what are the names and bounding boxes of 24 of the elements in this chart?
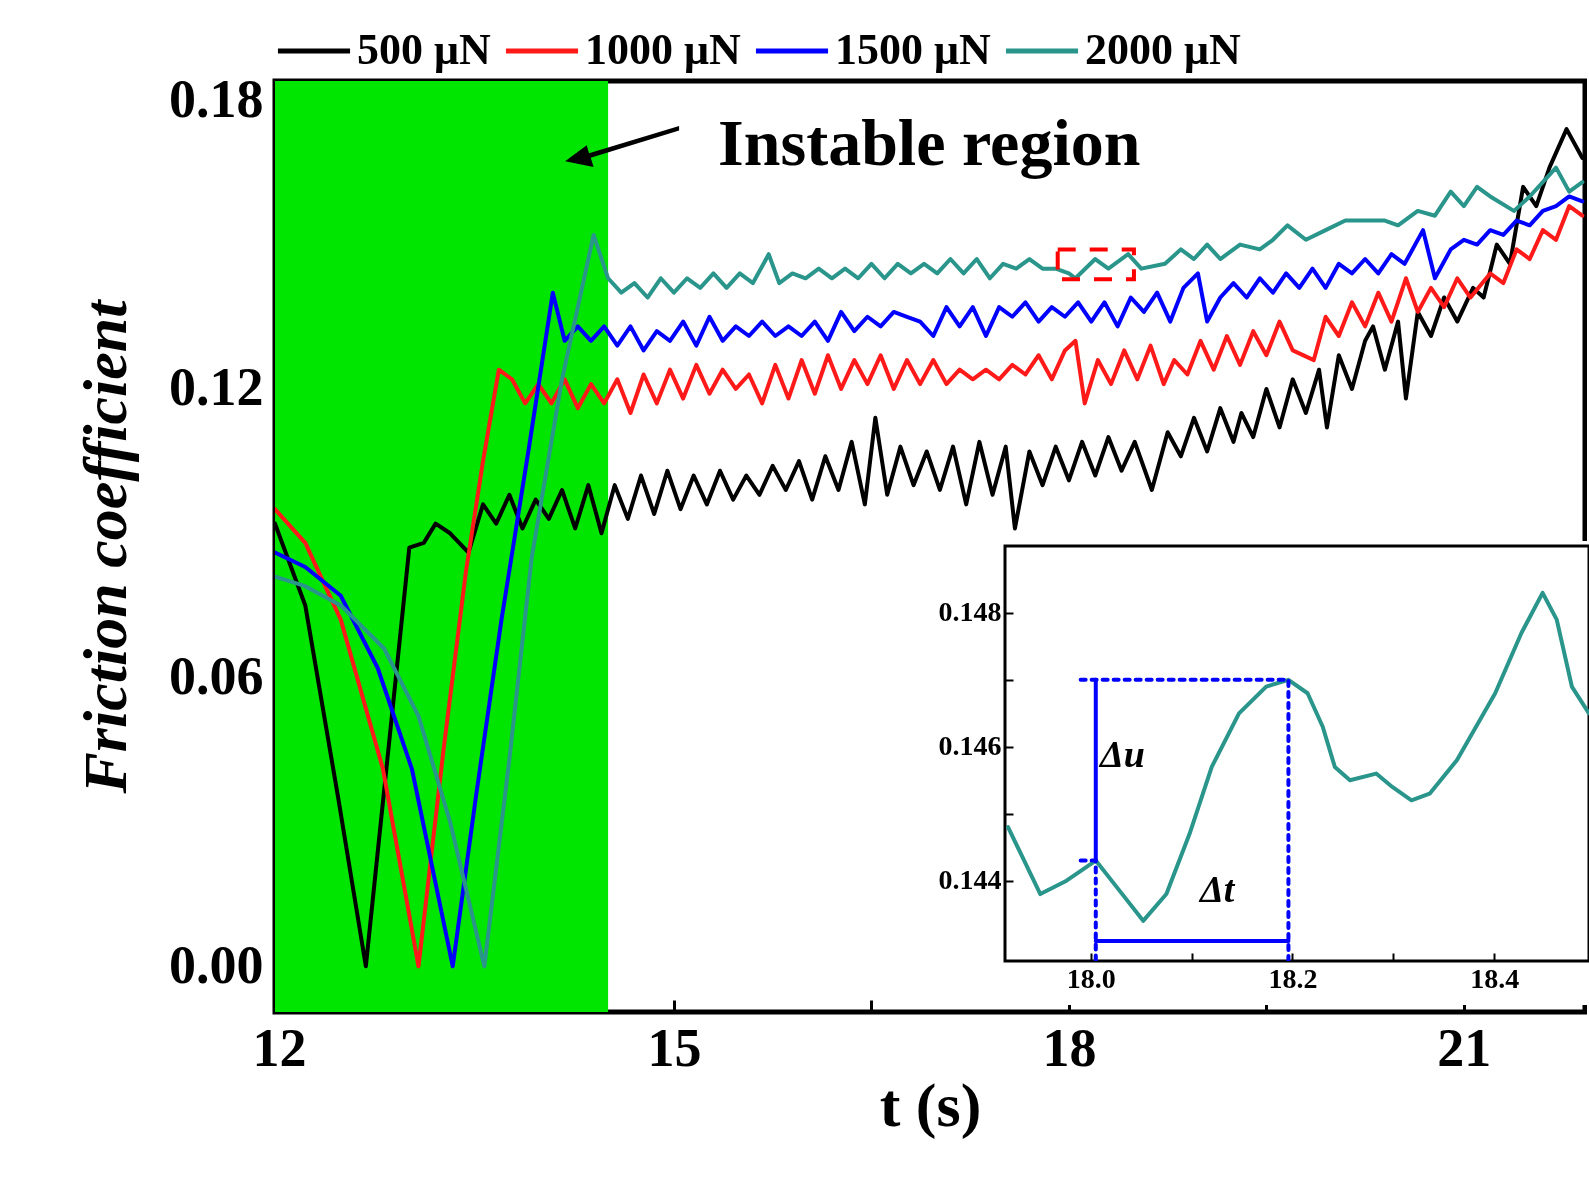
legend-label: 500 μN (357, 25, 491, 74)
legend-label: 2000 μN (1085, 25, 1241, 74)
y-tick-label: 0.148 (938, 596, 1002, 628)
x-tick-label: 18.4 (1470, 962, 1520, 994)
y-tick-label: 0.146 (938, 730, 1002, 762)
annotation: Δu (1098, 733, 1145, 775)
y-tick-label: 0.12 (169, 357, 264, 418)
y-tick-label: 0.18 (169, 68, 264, 129)
x-tick-label: 18.2 (1268, 962, 1318, 994)
y-tick-label: 0.00 (169, 934, 264, 995)
x-tick-label: 18 (1042, 1017, 1097, 1078)
y-tick-label: 0.06 (169, 646, 264, 707)
annotation: Δt (1198, 868, 1236, 910)
y-tick-label: 0.144 (938, 864, 1002, 896)
x-tick-label: 21 (1437, 1017, 1492, 1078)
y-axis-title: Friction coefficient (71, 298, 139, 795)
x-tick-label: 15 (647, 1017, 702, 1078)
x-axis-title: t (s) (879, 1070, 982, 1140)
line-series (1006, 590, 1589, 923)
x-tick-label: 18.0 (1066, 962, 1116, 994)
legend-label: 1000 μN (585, 25, 741, 74)
band-label: Instable region (718, 106, 1141, 179)
x-tick-label: 12 (252, 1017, 307, 1078)
legend-label: 1500 μN (835, 25, 991, 74)
